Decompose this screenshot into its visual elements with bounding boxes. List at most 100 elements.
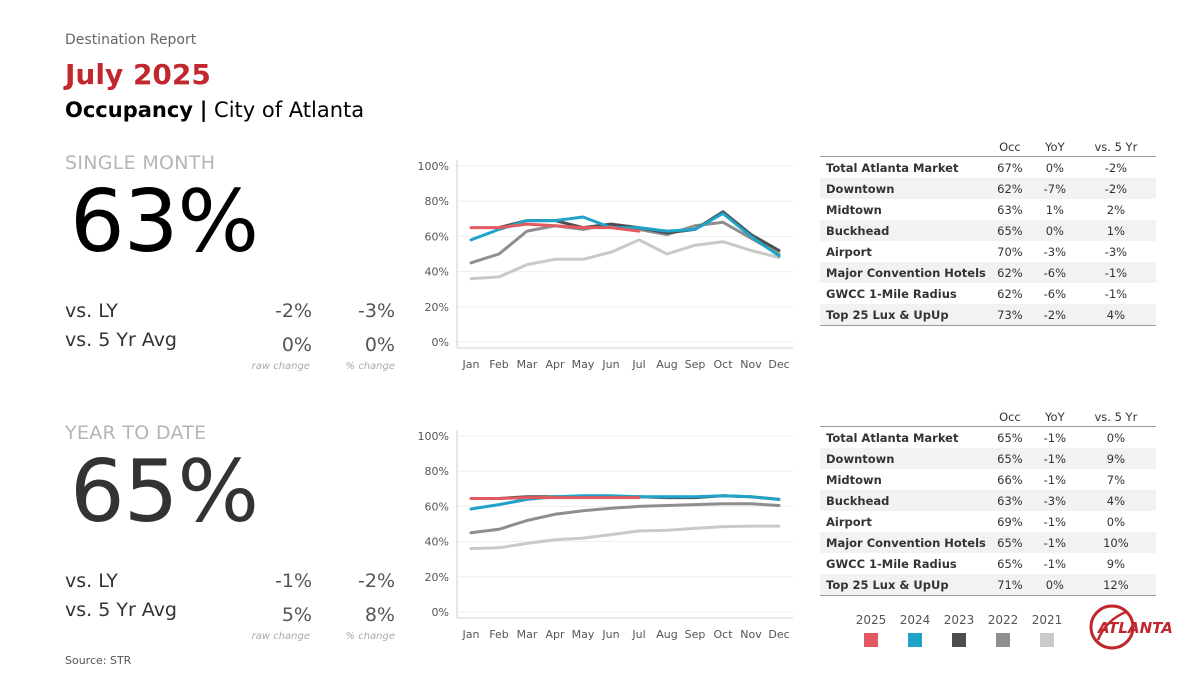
table-row: Major Convention Hotels 65% -1% 10%: [820, 532, 1156, 553]
x-tick-label: Jul: [631, 358, 645, 371]
vs5-value: 10%: [1103, 535, 1129, 550]
occ-value: 65%: [997, 535, 1023, 550]
table-row: Airport 69% -1% 0%: [820, 511, 1156, 532]
vs5-value: 2%: [1106, 202, 1126, 217]
x-tick-label: Jul: [631, 628, 645, 641]
series-line-2024: [469, 212, 781, 258]
occ-value: 63%: [997, 202, 1023, 217]
sm-vs-5yr-raw: 0%: [281, 334, 312, 356]
metric-separator: |: [199, 98, 208, 122]
x-tick-label: Nov: [740, 628, 762, 641]
series-line-2025: [469, 496, 641, 500]
ytd-label: YEAR TO DATE: [65, 422, 207, 444]
ytd-vs-ly-pct: -2%: [358, 570, 395, 592]
occ-value: 65%: [997, 430, 1023, 445]
single-month-market-table: Occ YoY vs. 5 Yr Total Atlanta Market 67%…: [820, 140, 1156, 326]
sm-vs-ly-pct: -3%: [358, 300, 395, 322]
ytd-line-chart: 0% 20% 40% 60% 80% 100% Jan Feb Mar Apr May Jun Jul A…: [418, 430, 793, 641]
vs5-value: 4%: [1106, 307, 1126, 322]
ytd-pct-caption: % change: [345, 631, 395, 642]
table-row: Buckhead 63% -3% 4%: [820, 490, 1156, 511]
x-tick-label: Oct: [713, 358, 733, 371]
x-tick-label: Jun: [601, 358, 619, 371]
yoy-value: -6%: [1043, 286, 1067, 301]
logo-ring: [1089, 604, 1135, 650]
x-tick-label: Apr: [545, 628, 565, 641]
sm-pct-caption: % change: [345, 361, 395, 372]
occ-value: 67%: [997, 160, 1023, 175]
market-name: Major Convention Hotels: [826, 265, 986, 280]
x-tick-label: Dec: [768, 358, 789, 371]
table-row: Airport 70% -3% -3%: [820, 241, 1156, 262]
table-row: Downtown 62% -7% -2%: [820, 178, 1156, 199]
sm-vs-5yr-pct: 0%: [364, 334, 395, 356]
x-tick-label: May: [572, 358, 595, 371]
market-name: Midtown: [826, 202, 882, 217]
market-name: Airport: [826, 244, 872, 259]
report-metric-line: Occupancy | City of Atlanta: [65, 98, 364, 122]
sm-vs-ly-label: vs. LY: [65, 300, 118, 322]
col-vs5: vs. 5 Yr: [1094, 410, 1138, 424]
table-row: Total Atlanta Market 65% -1% 0%: [820, 427, 1156, 449]
col-yoy: YoY: [1045, 410, 1065, 424]
series-line-2021: [469, 238, 781, 281]
legend-swatch: [908, 633, 922, 647]
market-name: Total Atlanta Market: [826, 160, 959, 175]
vs5-value: 9%: [1106, 556, 1126, 571]
x-tick-label: Jun: [601, 628, 619, 641]
occ-value: 65%: [997, 556, 1023, 571]
legend-swatch: [1040, 633, 1054, 647]
yoy-value: -7%: [1043, 181, 1067, 196]
ytd-vs-ly-label: vs. LY: [65, 570, 118, 592]
y-tick-label: 100%: [418, 430, 449, 443]
vs5-value: 0%: [1106, 430, 1126, 445]
table-row: Total Atlanta Market 67% 0% -2%: [820, 157, 1156, 179]
sm-vs-5yr-label: vs. 5 Yr Avg: [65, 329, 177, 351]
occ-value: 63%: [997, 493, 1023, 508]
occ-value: 62%: [997, 286, 1023, 301]
market-name: GWCC 1-Mile Radius: [826, 286, 957, 301]
yoy-value: 0%: [1045, 160, 1064, 175]
table-row: Major Convention Hotels 62% -6% -1%: [820, 262, 1156, 283]
yoy-value: -1%: [1043, 556, 1067, 571]
yoy-value: 0%: [1045, 223, 1064, 238]
sm-raw-caption: raw change: [251, 361, 310, 372]
x-tick-label: Jan: [462, 358, 480, 371]
y-tick-label: 100%: [418, 160, 449, 173]
y-tick-label: 80%: [425, 195, 449, 208]
report-kicker: Destination Report: [65, 32, 197, 48]
vs5-value: -1%: [1104, 286, 1128, 301]
occ-value: 73%: [997, 307, 1023, 322]
table-row: Midtown 63% 1% 2%: [820, 199, 1156, 220]
legend-swatch: [996, 633, 1010, 647]
col-occ: Occ: [999, 410, 1021, 424]
vs5-value: -2%: [1104, 181, 1128, 196]
table-row: Midtown 66% -1% 7%: [820, 469, 1156, 490]
col-yoy: YoY: [1045, 140, 1065, 154]
table-row: Downtown 65% -1% 9%: [820, 448, 1156, 469]
legend-year: 2021: [1031, 613, 1063, 627]
y-tick-label: 60%: [425, 500, 449, 513]
x-tick-label: Dec: [768, 628, 789, 641]
table-row: Top 25 Lux & UpUp 73% -2% 4%: [820, 304, 1156, 326]
legend-swatch: [864, 633, 878, 647]
x-tick-label: Aug: [656, 358, 677, 371]
ytd-raw-caption: raw change: [251, 631, 310, 642]
market-name: Midtown: [826, 472, 882, 487]
y-tick-label: 0%: [432, 606, 449, 619]
table-row: GWCC 1-Mile Radius 65% -1% 9%: [820, 553, 1156, 574]
yoy-value: -1%: [1043, 514, 1067, 529]
yoy-value: -2%: [1043, 307, 1067, 322]
x-tick-label: Mar: [517, 358, 538, 371]
table-row: GWCC 1-Mile Radius 62% -6% -1%: [820, 283, 1156, 304]
single-month-line-chart: 0% 20% 40% 60% 80% 100% Jan Feb Mar Apr May Jun Jul A…: [418, 160, 793, 371]
vs5-value: -1%: [1104, 265, 1128, 280]
yoy-value: -3%: [1043, 493, 1067, 508]
x-tick-label: Oct: [713, 628, 733, 641]
market-name: Airport: [826, 514, 872, 529]
y-tick-label: 20%: [425, 301, 449, 314]
atlanta-logo: ATLANTA: [1089, 604, 1173, 650]
yoy-value: -6%: [1043, 265, 1067, 280]
y-tick-label: 20%: [425, 571, 449, 584]
vs5-value: 0%: [1106, 514, 1126, 529]
